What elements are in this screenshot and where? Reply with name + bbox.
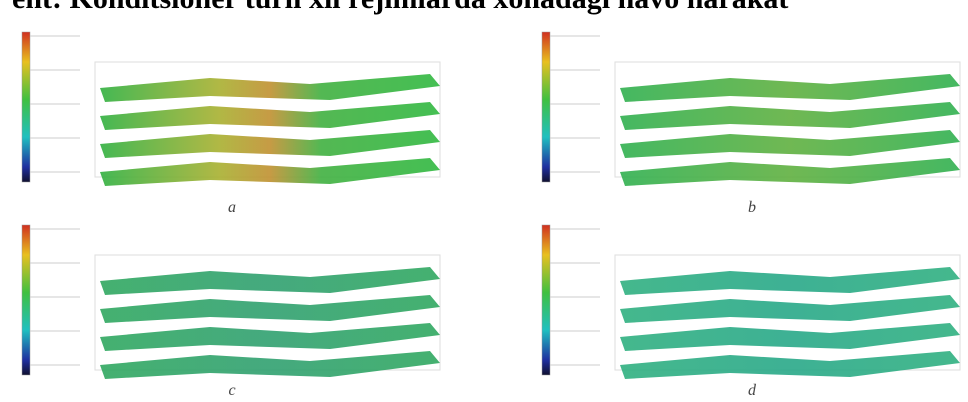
colorbar [21, 31, 31, 183]
panel-label: b [748, 199, 756, 216]
colorbar [541, 224, 551, 376]
velocity-plane [100, 323, 440, 351]
velocity-plane [100, 351, 440, 379]
velocity-plane [620, 323, 960, 351]
panel-label: d [748, 382, 757, 399]
velocity-plane [620, 130, 960, 158]
velocity-plane [620, 158, 960, 186]
panel-label: c [228, 382, 235, 399]
velocity-plane [100, 158, 440, 186]
colorbar [21, 224, 31, 376]
panel-label: a [228, 199, 236, 216]
velocity-plane [620, 295, 960, 323]
velocity-plane [620, 351, 960, 379]
panel: b [541, 31, 961, 216]
figure-title: ent: Konditsioner turli xil rejimlarda x… [12, 0, 788, 15]
velocity-plane [100, 102, 440, 130]
panel: c [21, 224, 441, 399]
velocity-plane [100, 295, 440, 323]
velocity-plane [620, 74, 960, 102]
velocity-plane [100, 130, 440, 158]
velocity-plane [100, 74, 440, 102]
colorbar [541, 31, 551, 183]
panel: a [21, 31, 441, 216]
panel: d [541, 224, 961, 399]
velocity-plane [100, 267, 440, 295]
velocity-plane [620, 102, 960, 130]
velocity-plane [620, 267, 960, 295]
